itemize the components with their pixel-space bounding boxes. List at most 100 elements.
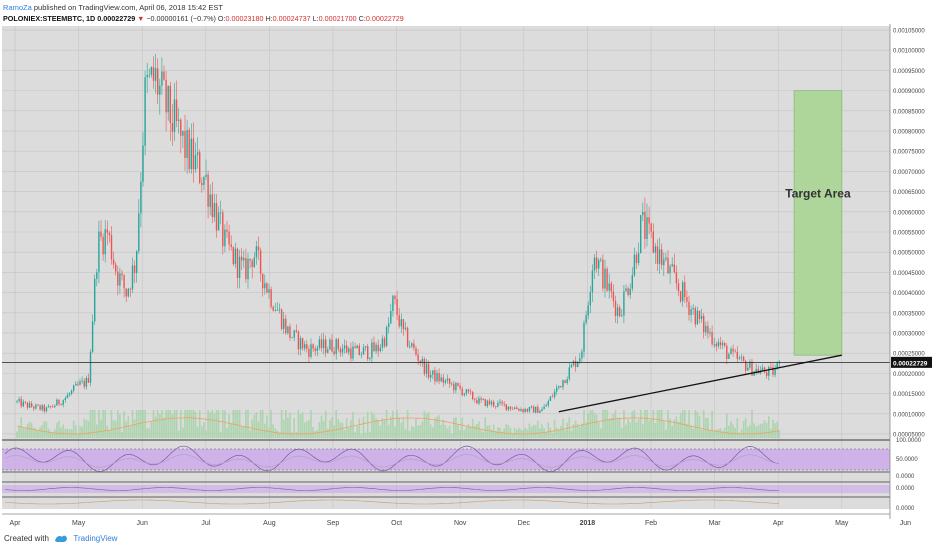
candle-body [33, 406, 35, 409]
candle-body [251, 260, 253, 268]
indicator-tick-label: 50.0000 [896, 457, 918, 463]
candle [591, 264, 594, 302]
candle [661, 243, 663, 270]
volume-bar [537, 420, 539, 438]
candle-body [222, 212, 224, 247]
volume-bar [728, 425, 730, 438]
candle-body [31, 403, 33, 407]
candle [133, 260, 136, 284]
price-chart[interactable]: Target Area 0.00105000 0.00100000 0.000950… [0, 24, 932, 532]
candle-body [753, 371, 755, 376]
candle-body [453, 383, 455, 391]
candle [612, 284, 615, 308]
volume-bar [713, 430, 715, 438]
candle-body [705, 325, 707, 333]
tradingview-brand-link[interactable]: TradingView [73, 534, 118, 543]
volume-bar [448, 425, 451, 438]
volume-bar [348, 427, 350, 438]
candle [354, 342, 356, 349]
candle [243, 250, 245, 269]
volume-bar [324, 410, 327, 438]
candle-body [81, 380, 83, 382]
candle [152, 56, 155, 89]
candle-body [469, 391, 472, 393]
volume-bar [167, 410, 169, 438]
candle [320, 333, 323, 352]
candle [381, 335, 384, 352]
candle-body [259, 250, 262, 274]
candle-body [327, 349, 329, 353]
candle-body [570, 364, 573, 368]
volume-bar [623, 410, 625, 438]
time-tick-label: Sep [327, 520, 340, 527]
candle [623, 284, 625, 324]
candle-body [583, 322, 585, 352]
candle [564, 380, 566, 384]
volume-bar [436, 416, 438, 438]
candle [730, 346, 732, 355]
candle [553, 388, 556, 400]
candle [228, 224, 230, 251]
volume-bar [268, 427, 270, 438]
candle-body [163, 71, 165, 80]
volume-bar [400, 422, 403, 438]
price-tick-label: 0.00070000 [893, 170, 925, 176]
candle-body [108, 232, 111, 236]
candle-body [667, 257, 669, 274]
volume-bar [574, 420, 577, 438]
volume-bar [484, 417, 487, 438]
candle-body [350, 348, 352, 359]
candle-body [287, 326, 289, 334]
candle-body [686, 297, 688, 302]
candle [604, 259, 606, 298]
candle [734, 348, 736, 353]
volume-bar [222, 410, 224, 438]
candle [129, 287, 132, 297]
candle [60, 403, 62, 406]
candle-body [196, 152, 199, 156]
candle-body [745, 361, 747, 371]
volume-bar [150, 422, 153, 438]
candle-body [47, 406, 50, 408]
candle [459, 383, 461, 391]
candle-body [476, 400, 478, 404]
volume-bar [261, 410, 264, 438]
candle-body [721, 343, 724, 346]
candle [262, 273, 264, 297]
author-link[interactable]: RamoZa [3, 3, 32, 12]
price-tick-label: 0.00045000 [893, 271, 925, 277]
volume-bar [595, 414, 598, 438]
price-tick-label: 0.00075000 [893, 150, 925, 156]
candle-body [640, 215, 642, 254]
volume-bar [33, 427, 35, 438]
volume-bar [667, 410, 669, 438]
candle-body [220, 212, 222, 214]
candle-body [278, 309, 281, 311]
candle-body [648, 217, 650, 224]
candle-body [154, 68, 157, 81]
volume-bar [608, 418, 610, 438]
volume-bar [335, 410, 337, 438]
volume-bar [450, 433, 453, 438]
candle-body [123, 275, 125, 289]
volume-bar [203, 422, 205, 438]
candle-body [320, 339, 323, 349]
candle [440, 374, 442, 383]
volume-bar [392, 410, 394, 438]
volume-bar [776, 421, 778, 438]
volume-bar [230, 423, 232, 438]
volume-bar [747, 427, 749, 438]
volume-bar [774, 423, 776, 438]
candle-body [463, 393, 465, 395]
candle [671, 257, 673, 268]
candle [770, 362, 772, 370]
candle-body [60, 404, 62, 405]
candle [33, 405, 35, 412]
candle-body [589, 292, 591, 306]
volume-bar [285, 410, 287, 438]
candle [108, 231, 111, 243]
candle [283, 312, 285, 334]
candle [272, 305, 274, 312]
volume-bar [297, 410, 300, 438]
candle [415, 345, 417, 357]
